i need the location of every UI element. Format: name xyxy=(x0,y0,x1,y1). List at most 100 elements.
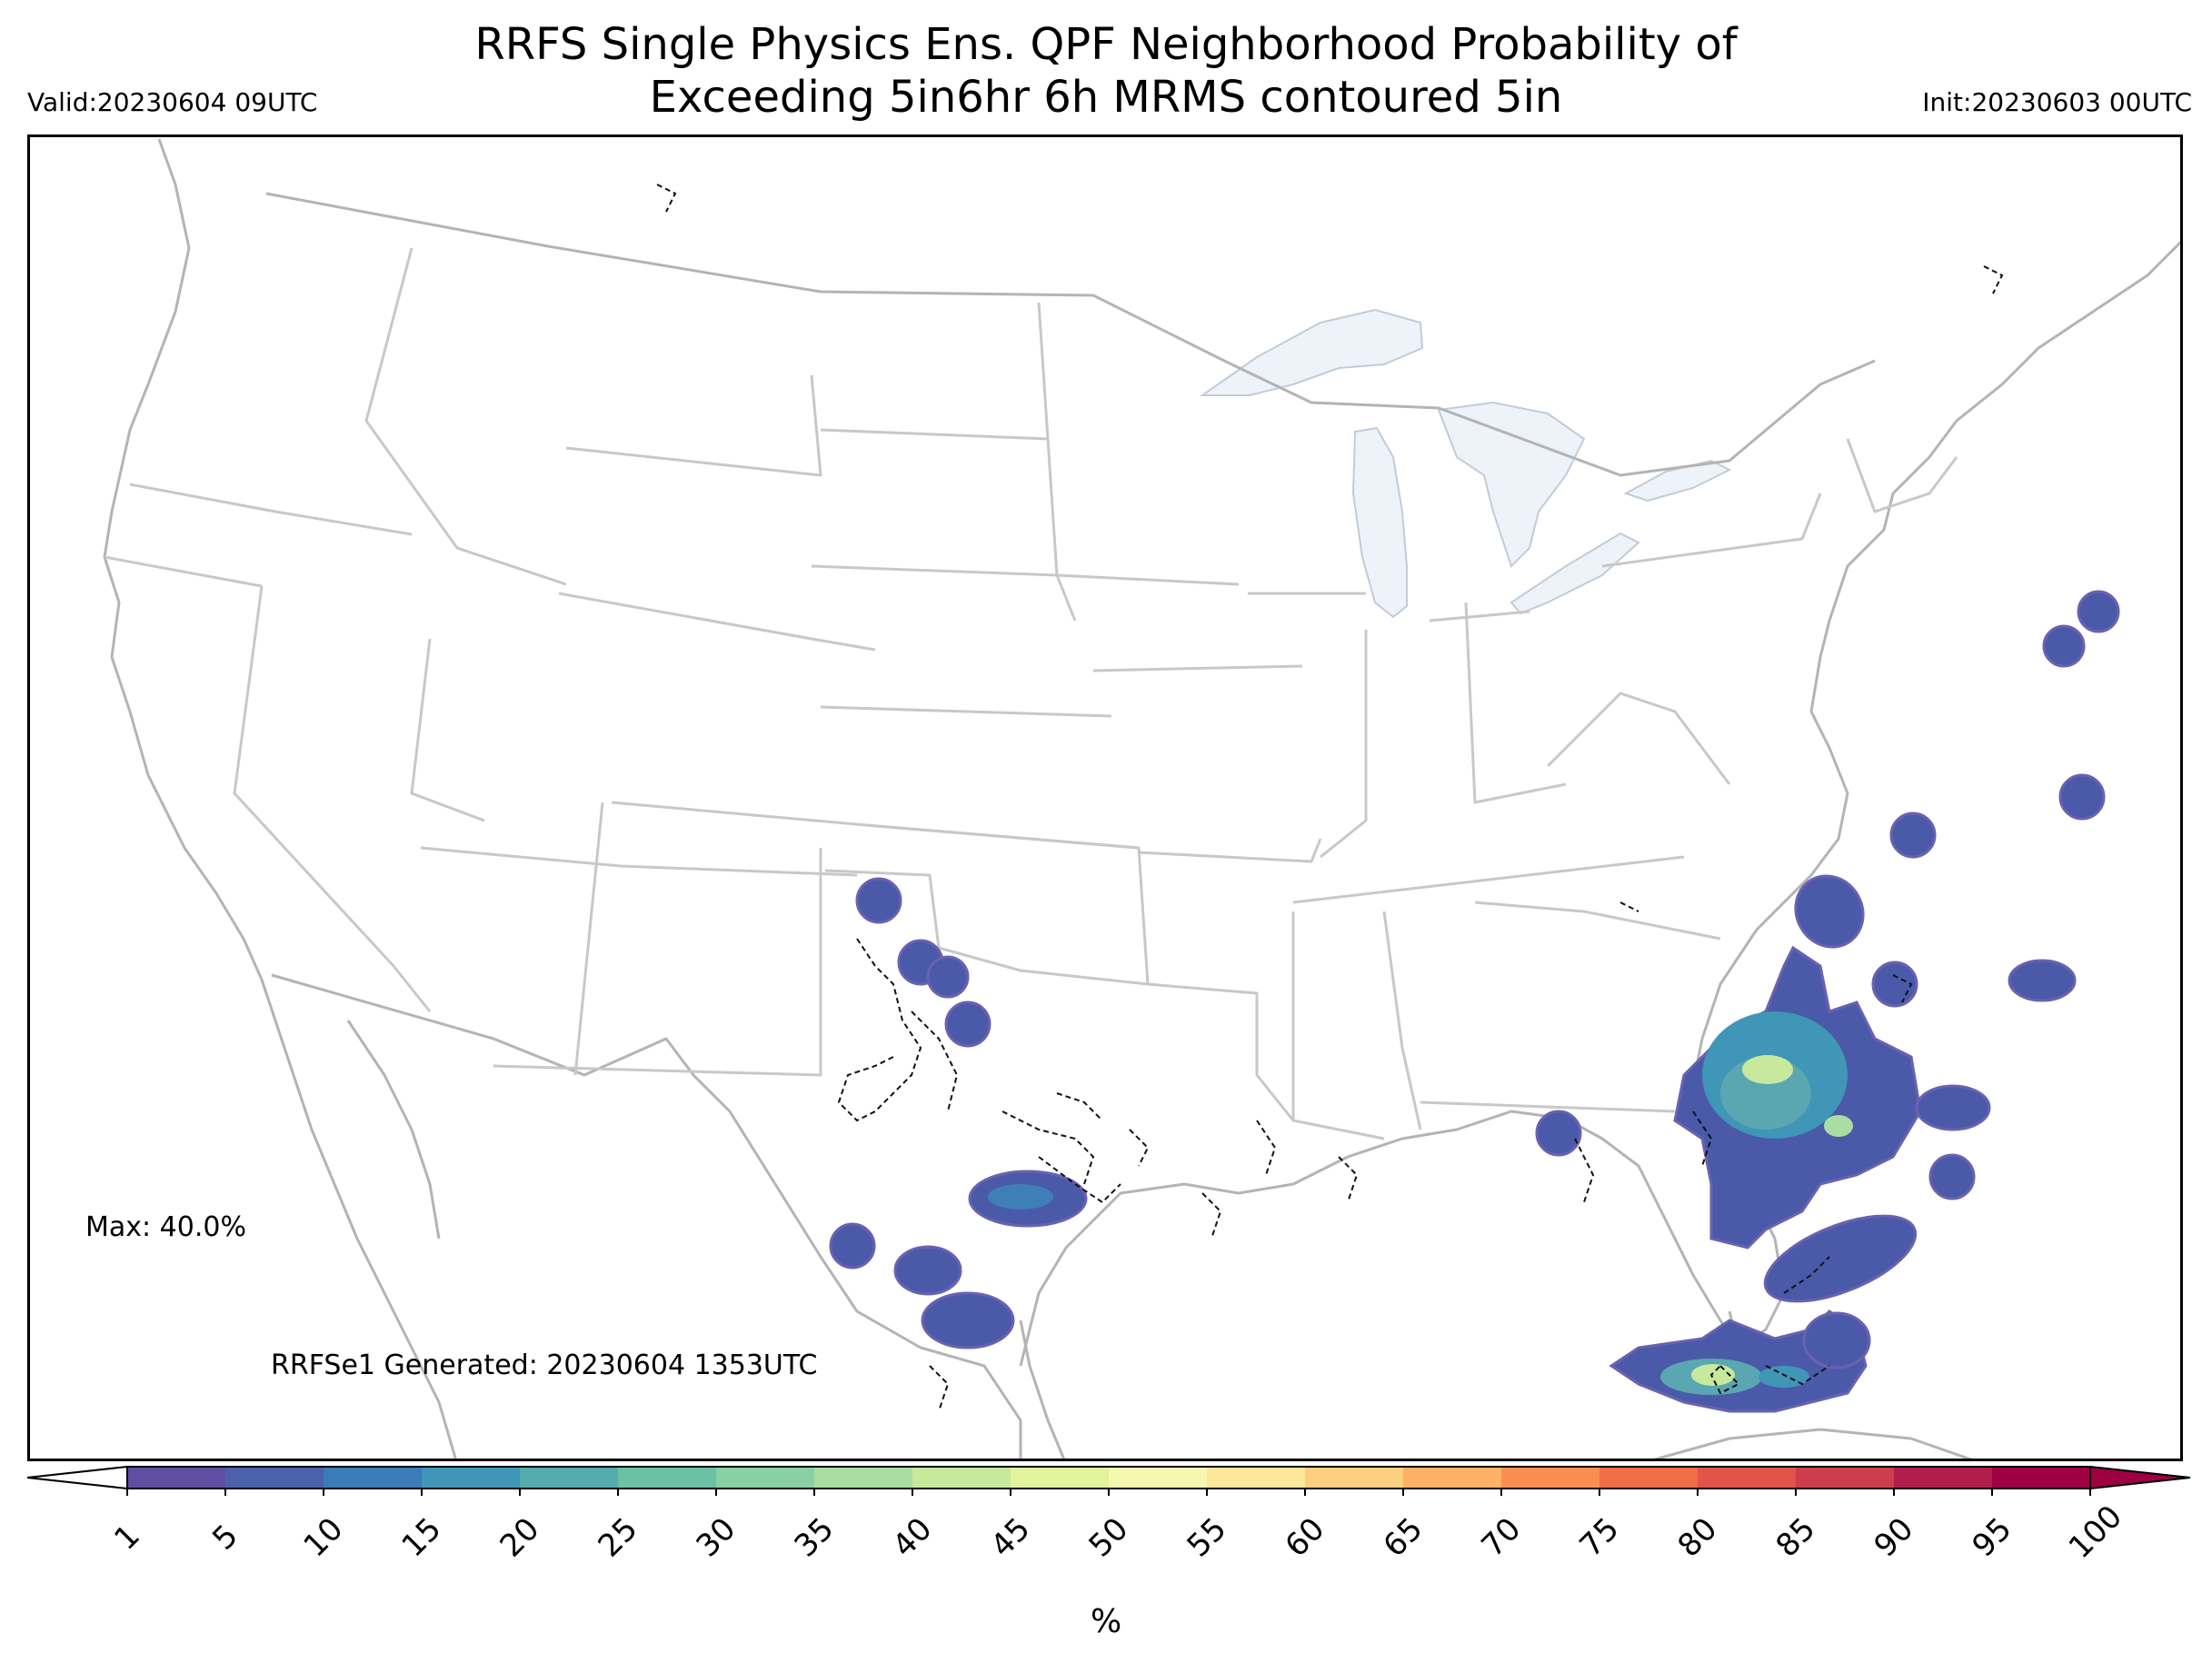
border-or-ca xyxy=(104,555,263,588)
colorbar-segment xyxy=(1305,1467,1404,1489)
mexico-border xyxy=(271,973,1022,1459)
border-ca-nv xyxy=(233,585,432,1012)
colorbar-tick-label: 90 xyxy=(1867,1510,1921,1565)
border-wy-co xyxy=(558,592,876,652)
colorbar-tick-label: 30 xyxy=(689,1510,743,1565)
prob-blob-south-tx-1 xyxy=(893,1245,962,1296)
border-wa-or xyxy=(129,483,413,536)
colorbar-segment xyxy=(1011,1467,1110,1489)
colorbar-tick-label: 80 xyxy=(1670,1510,1725,1565)
great-lakes xyxy=(1199,308,1732,619)
colorbar-segment xyxy=(1992,1467,2091,1489)
prob-blob-bahamas xyxy=(1802,1311,1871,1369)
colorbar-segment xyxy=(618,1467,717,1489)
colorbar-tick-label: 1 xyxy=(107,1518,147,1558)
colorbar-tick-label: 100 xyxy=(2061,1498,2130,1567)
border-ms-al xyxy=(1291,911,1385,1140)
colorbar-segment xyxy=(1698,1467,1797,1489)
border-il-in xyxy=(1320,630,1368,859)
colorbar-tick-label: 75 xyxy=(1572,1510,1627,1565)
border-wv-va xyxy=(1546,692,1731,785)
colorbar-tick-label: 85 xyxy=(1769,1510,1823,1565)
coastlines xyxy=(103,138,2180,1459)
colorbar-over-arrow xyxy=(2089,1465,2191,1490)
title-line-1: RRFS Single Physics Ens. QPF Neighborhoo… xyxy=(474,19,1738,70)
colorbar-tick-label: 60 xyxy=(1278,1510,1332,1565)
prob-blob-tx-panhandle-2 xyxy=(926,955,970,999)
prob-blob-atlantic-2 xyxy=(1928,1153,1976,1200)
colorbar-segment xyxy=(1207,1467,1306,1489)
border-nv-ut xyxy=(410,638,485,822)
border-nc-sc xyxy=(1474,901,1721,941)
colorbar-tick-label: 95 xyxy=(1965,1510,2019,1565)
colorbar-tick-label: 20 xyxy=(493,1510,547,1565)
prob-blob-atlantic-4 xyxy=(2058,773,2106,821)
border-tn-ky xyxy=(1292,855,1685,904)
border-nd-mn xyxy=(1037,302,1059,576)
gulf-coast xyxy=(1019,1110,1740,1367)
prob-blob-nm-1 xyxy=(855,877,902,924)
prob-blob-atlantic-6 xyxy=(2077,590,2120,633)
generated-timestamp: RRFSe1 Generated: 20230604 1353UTC xyxy=(271,1349,818,1381)
prob-blob-offshore-nc xyxy=(1889,812,1937,859)
border-ga-fl xyxy=(1420,1100,1676,1113)
border-pa-ny xyxy=(1601,493,1822,568)
border-mn-ia xyxy=(1056,573,1240,586)
border-ut-az xyxy=(420,846,858,877)
border-ar-la xyxy=(1147,982,1295,1121)
lake-ontario xyxy=(1623,459,1732,503)
border-ia-mo xyxy=(1092,664,1303,672)
border-nm-tx xyxy=(493,848,822,1077)
colorbar-segment xyxy=(225,1467,324,1489)
colorbar-segment xyxy=(1403,1467,1502,1489)
colorbar-tick-label: 45 xyxy=(983,1510,1038,1565)
valid-time-label: Valid:20230604 09UTC xyxy=(27,87,318,117)
lake-huron xyxy=(1437,401,1586,568)
border-mt-wy xyxy=(565,374,822,477)
colorbar-segment xyxy=(814,1467,913,1489)
prob-blob-fl-panhandle xyxy=(1535,1110,1582,1157)
mrms-observed-contours xyxy=(656,184,2004,1412)
prob-blob-south-tx-2 xyxy=(921,1291,1015,1349)
west-coast xyxy=(103,138,457,1459)
title-line-2: Exceeding 5in6hr 6h MRMS contoured 5in xyxy=(649,72,1563,123)
colorbar-tick-label: 10 xyxy=(296,1510,351,1565)
lake-michigan xyxy=(1351,426,1408,619)
probability-interiors xyxy=(988,1011,1853,1395)
border-ne-sd xyxy=(811,564,1077,622)
border-az-nm xyxy=(573,802,604,1076)
border-oh xyxy=(1464,602,1567,804)
border-id-mt xyxy=(364,247,567,586)
colorbar-segment xyxy=(324,1467,423,1489)
prob-high-north-fl-2 xyxy=(1824,1115,1853,1137)
baja-peninsula xyxy=(346,1020,441,1240)
prob-blob-offshore-ga xyxy=(1794,874,1865,949)
init-time-label: Init:20230603 00UTC xyxy=(1922,87,2192,117)
colorbar xyxy=(26,1465,2191,1496)
colorbar-segment xyxy=(1501,1467,1600,1489)
border-ks-ne xyxy=(820,705,1112,718)
border-al-ga xyxy=(1382,911,1422,1130)
yucatan-cuba xyxy=(1652,1428,1973,1459)
colorbar-tick-label: 35 xyxy=(787,1510,842,1565)
colorbar-segment xyxy=(1796,1467,1895,1489)
east-coast xyxy=(1700,240,2180,1040)
colorbar-segment xyxy=(422,1467,521,1489)
prob-blob-atlantic-5 xyxy=(2042,624,2086,668)
colorbar-segment xyxy=(520,1467,619,1489)
map-panel xyxy=(27,134,2183,1461)
prob-mid-central-tx xyxy=(988,1184,1053,1210)
prob-high-north-fl xyxy=(1742,1055,1793,1084)
border-sd-nd xyxy=(820,428,1049,441)
prob-blob-atlantic-3 xyxy=(2008,959,2077,1002)
colorbar-under-arrow xyxy=(26,1465,128,1490)
border-mo-ar xyxy=(1138,838,1322,863)
prob-mid-south-fl-2 xyxy=(1759,1366,1809,1388)
colorbar-unit-label: % xyxy=(1091,1603,1122,1640)
colorbar-segment xyxy=(912,1467,1011,1489)
chart-title: RRFS Single Physics Ens. QPF Neighborhoo… xyxy=(0,18,2212,124)
state-borders xyxy=(104,247,1958,1140)
colorbar-tick-label: 40 xyxy=(885,1510,940,1565)
border-ok xyxy=(824,823,1150,986)
colorbar-tick-label: 5 xyxy=(205,1518,245,1558)
